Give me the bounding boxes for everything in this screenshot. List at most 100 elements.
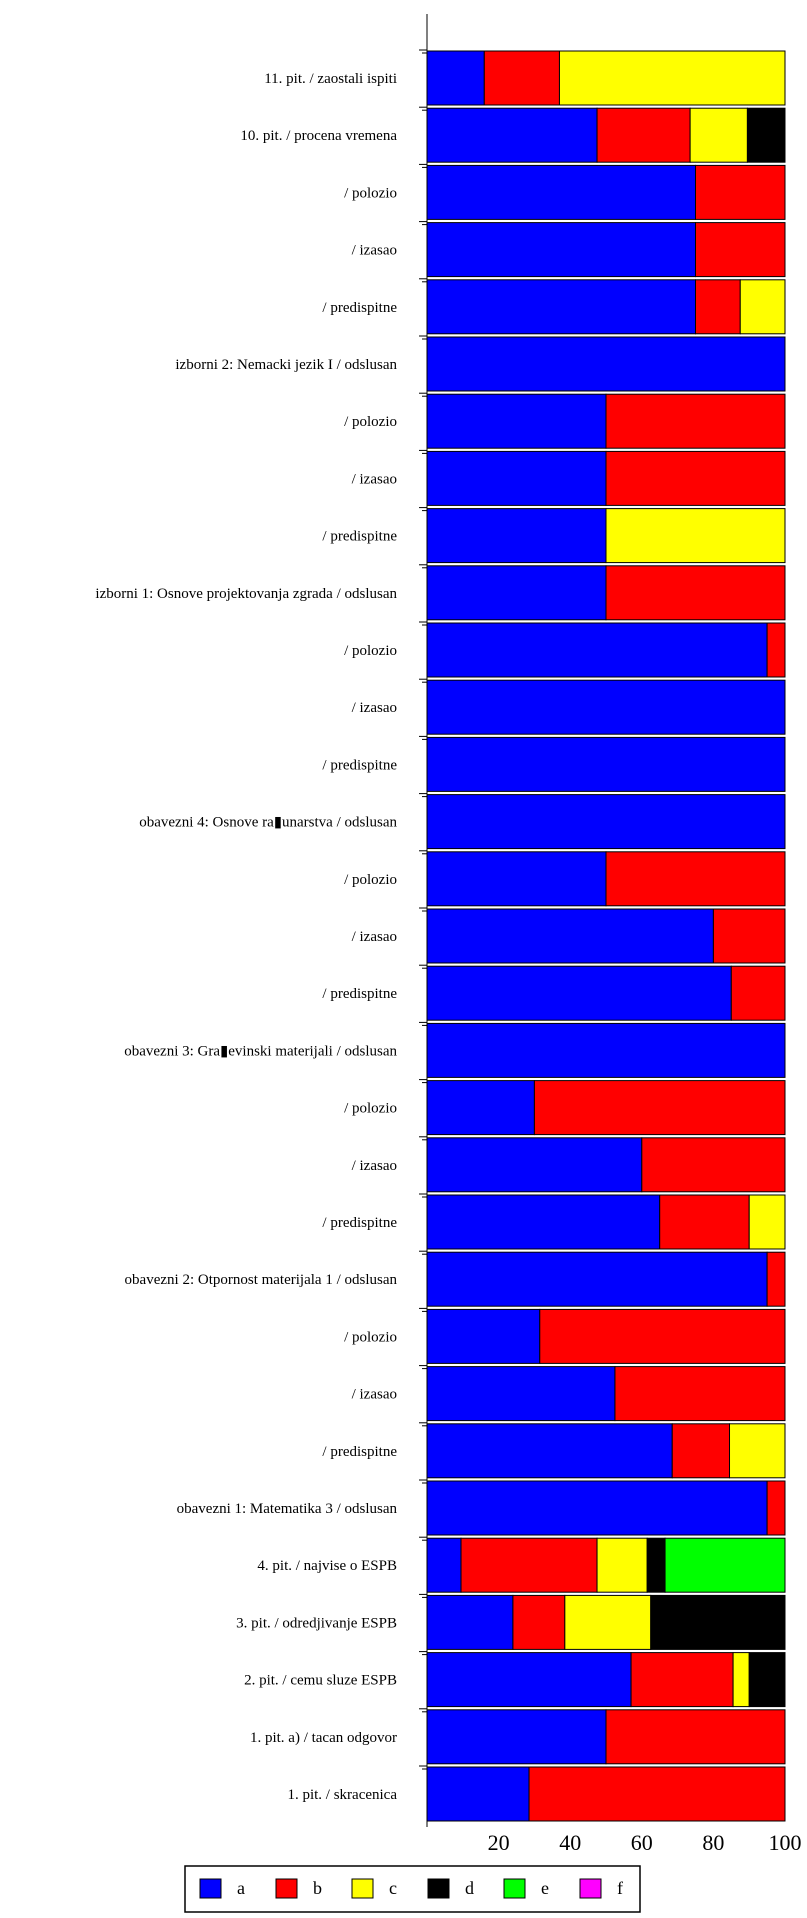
bar-segment-e-27	[664, 1537, 786, 1593]
bar-segment-b-16	[712, 908, 786, 964]
bar-segment-a-4	[426, 222, 696, 278]
bar-segment-d-27	[646, 1537, 666, 1593]
bars-layer	[426, 50, 786, 1822]
legend-swatch-a	[199, 1878, 222, 1899]
bar-segment-b-30	[605, 1709, 786, 1765]
legend-label-a: a	[237, 1878, 245, 1898]
category-label: / izasao	[352, 929, 397, 945]
bar-segment-b-15	[605, 851, 786, 907]
category-label: / predispitne	[322, 1444, 397, 1460]
bar-segment-b-25	[671, 1423, 731, 1479]
bar-segment-a-19	[426, 1080, 535, 1136]
bar-segment-c-29	[732, 1652, 750, 1708]
category-label: / polozio	[344, 1101, 397, 1117]
bar-segment-c-9	[605, 508, 786, 564]
bar-segment-b-29	[630, 1652, 734, 1708]
category-label: / izasao	[352, 471, 397, 487]
bar-segment-a-14	[426, 794, 786, 850]
bar-segment-a-15	[426, 851, 607, 907]
x-tick-label: 80	[702, 1830, 724, 1855]
category-label: / izasao	[352, 243, 397, 259]
bar-segment-a-5	[426, 279, 696, 335]
x-axis-ticks: 20 40 60 80 100	[488, 1830, 802, 1855]
bar-segment-a-18	[426, 1022, 786, 1078]
category-label: obavezni 2: Otpornost materijala 1 / ods…	[125, 1272, 398, 1288]
legend-label-f: f	[617, 1878, 623, 1898]
bar-segment-a-17	[426, 965, 732, 1021]
bar-segment-a-13	[426, 736, 786, 792]
bar-segment-a-9	[426, 508, 607, 564]
bar-segment-a-21	[426, 1194, 661, 1250]
category-label: obavezni 1: Matematika 3 / odslusan	[177, 1501, 398, 1517]
bar-segment-c-25	[729, 1423, 786, 1479]
category-label: obavezni 4: Osnove ra▮unarstva / odslusa…	[139, 815, 397, 831]
bar-segment-a-1	[426, 50, 485, 106]
category-label: 3. pit. / odredjivanje ESPB	[236, 1615, 397, 1631]
x-tick-label: 20	[488, 1830, 510, 1855]
category-label: / predispitne	[322, 300, 397, 316]
bar-segment-b-31	[528, 1766, 786, 1822]
bar-segment-a-8	[426, 450, 607, 506]
bar-segment-a-2	[426, 107, 598, 163]
bar-segment-a-25	[426, 1423, 673, 1479]
category-label: 1. pit. / skracenica	[287, 1787, 397, 1803]
bar-segment-d-29	[748, 1652, 786, 1708]
bar-segment-a-27	[426, 1537, 462, 1593]
bar-segment-b-17	[730, 965, 786, 1021]
bar-segment-b-1	[483, 50, 560, 106]
x-tick-label: 60	[631, 1830, 653, 1855]
bar-segment-a-23	[426, 1308, 541, 1364]
category-label: / polozio	[344, 643, 397, 659]
bar-segment-a-22	[426, 1251, 768, 1307]
bar-segment-a-3	[426, 164, 696, 220]
bar-segment-b-8	[605, 450, 786, 506]
bar-segment-a-16	[426, 908, 714, 964]
legend-frame	[184, 1865, 641, 1913]
bar-segment-a-29	[426, 1652, 632, 1708]
bar-segment-b-24	[614, 1366, 786, 1422]
category-label: / predispitne	[322, 757, 397, 773]
bar-segment-b-19	[533, 1080, 786, 1136]
bar-segment-b-20	[641, 1137, 786, 1193]
category-label: 10. pit. / procena vremena	[240, 128, 397, 144]
bar-segment-b-7	[605, 393, 786, 449]
bar-segment-c-27	[596, 1537, 648, 1593]
legend-swatch-c	[351, 1878, 374, 1899]
bar-segment-a-30	[426, 1709, 607, 1765]
bar-segment-b-3	[695, 164, 786, 220]
bar-segment-b-27	[460, 1537, 598, 1593]
x-tick-label: 40	[559, 1830, 581, 1855]
bar-segment-b-4	[695, 222, 786, 278]
category-label: 11. pit. / zaostali ispiti	[264, 71, 397, 87]
bar-segment-c-21	[748, 1194, 786, 1250]
bar-segment-b-28	[512, 1594, 566, 1650]
x-tick-label: 100	[769, 1830, 802, 1855]
bar-segment-c-1	[558, 50, 786, 106]
bar-segment-a-6	[426, 336, 786, 392]
category-label: / izasao	[352, 1158, 397, 1174]
category-label: / predispitne	[322, 986, 397, 1002]
legend-label-d: d	[465, 1878, 474, 1898]
legend-swatch-f	[579, 1878, 602, 1899]
legend-swatch-e	[503, 1878, 526, 1899]
bar-segment-d-28	[650, 1594, 786, 1650]
bar-segment-a-31	[426, 1766, 530, 1822]
category-labels: 11. pit. / zaostali ispiti 10. pit. / pro…	[95, 49, 427, 1803]
category-label: / izasao	[352, 1387, 397, 1403]
bar-segment-d-2	[746, 107, 786, 163]
category-label: / izasao	[352, 700, 397, 716]
legend-swatch-d	[427, 1878, 450, 1899]
bar-segment-b-21	[659, 1194, 750, 1250]
bar-segment-a-24	[426, 1366, 616, 1422]
bar-segment-b-10	[605, 565, 786, 621]
bar-segment-b-11	[766, 622, 786, 678]
category-label: / polozio	[344, 414, 397, 430]
bar-segment-c-2	[689, 107, 748, 163]
bar-segment-a-7	[426, 393, 607, 449]
legend-label-c: c	[389, 1878, 397, 1898]
bar-segment-a-10	[426, 565, 607, 621]
category-label: / polozio	[344, 1329, 397, 1345]
bar-segment-c-28	[564, 1594, 652, 1650]
category-label: izborni 2: Nemacki jezik I / odslusan	[175, 357, 397, 373]
